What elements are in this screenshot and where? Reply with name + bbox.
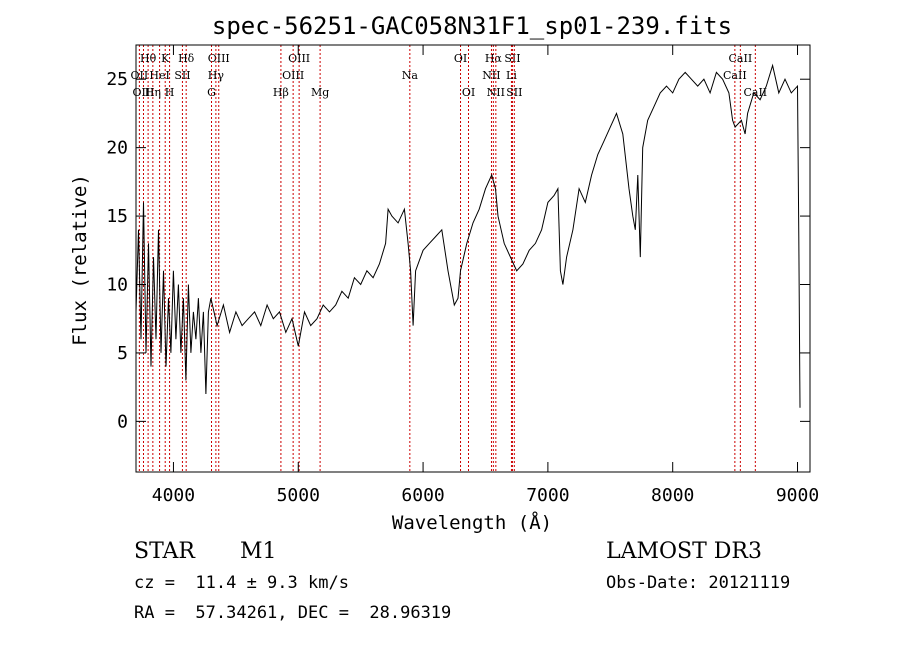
y-tick-label: 25 (106, 69, 128, 90)
x-tick-label: 4000 (152, 485, 195, 506)
x-tick-label: 7000 (526, 485, 569, 506)
line-marker-label: NII (487, 86, 505, 99)
line-marker-label: Na (402, 69, 419, 82)
line-marker-label: Mg (311, 86, 329, 99)
obs-date: Obs-Date: 20121119 (606, 573, 791, 593)
line-marker-label: SII (174, 69, 190, 82)
line-marker-label: OI (454, 52, 467, 65)
line-marker-label: Hδ (178, 52, 195, 65)
line-marker-label: NII (482, 69, 500, 82)
line-marker-label: Hθ (140, 52, 157, 65)
line-marker-label: OIII (132, 86, 154, 99)
x-tick-label: 6000 (401, 485, 444, 506)
x-axis-label: Wavelength (Å) (392, 511, 552, 534)
line-markers: Hθ OII OIII K HeI Hη SII H Hδ OIII Hγ G OIII OIII Hβ Mg… (131, 45, 767, 472)
line-marker-label: OII (131, 69, 149, 82)
line-marker-label: Li (506, 69, 517, 82)
line-marker-label: Hγ (208, 69, 225, 82)
x-tick-label: 5000 (277, 485, 320, 506)
y-axis-label: Flux (relative) (69, 174, 91, 346)
y-axis: 0 5 10 15 20 25 (106, 69, 810, 432)
coordinates-text: RA = 57.34261, DEC = 28.96319 (134, 603, 452, 623)
y-tick-label: 5 (117, 343, 128, 364)
line-marker-label: G (207, 86, 216, 99)
x-axis: 4000 5000 6000 7000 8000 9000 (152, 45, 819, 506)
x-tick-label: 8000 (651, 485, 694, 506)
chart-title: spec-56251-GAC058N31F1_sp01-239.fits (212, 12, 732, 40)
line-marker-label: Hη (145, 86, 161, 99)
line-marker-label: SII (504, 52, 520, 65)
line-marker-label: OIII (288, 52, 310, 65)
line-marker-label: K (161, 52, 170, 65)
y-tick-label: 20 (106, 138, 128, 159)
plot-frame (135, 44, 811, 473)
line-marker-label: OIII (282, 69, 304, 82)
line-marker-label: OIII (208, 52, 230, 65)
survey-name: LAMOST DR3 (606, 539, 762, 564)
redshift-text: cz = 11.4 ± 9.3 km/s (134, 573, 349, 593)
line-marker-label: HeI (149, 69, 169, 82)
line-marker-label: Hα (485, 52, 503, 65)
object-class: STAR (134, 539, 195, 564)
line-marker-label: OI (462, 86, 475, 99)
y-tick-label: 10 (106, 275, 128, 296)
y-tick-label: 15 (106, 206, 128, 227)
x-tick-label: 9000 (776, 485, 819, 506)
subclass: M1 (240, 539, 277, 564)
y-tick-label: 0 (117, 411, 128, 432)
line-marker-label: CaII (729, 52, 753, 65)
line-marker-label: H (165, 86, 175, 99)
line-marker-label: SII (506, 86, 522, 99)
line-marker-label: CaII (743, 86, 767, 99)
spectrum-line (135, 63, 801, 408)
line-marker-label: CaII (723, 69, 747, 82)
line-marker-label: Hβ (273, 86, 289, 99)
